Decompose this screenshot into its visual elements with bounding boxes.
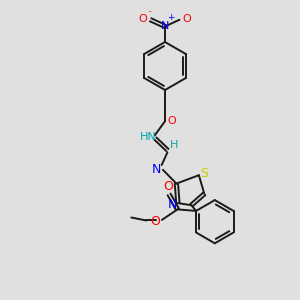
Text: S: S xyxy=(200,167,208,180)
Text: O: O xyxy=(150,215,160,228)
Text: +: + xyxy=(167,13,174,22)
Text: N: N xyxy=(152,163,162,176)
Text: ⁻: ⁻ xyxy=(147,9,152,18)
Text: N: N xyxy=(168,198,177,211)
Text: N: N xyxy=(161,21,169,31)
Text: O: O xyxy=(182,14,191,24)
Text: O: O xyxy=(139,14,148,24)
Text: H: H xyxy=(170,140,178,150)
Text: HN: HN xyxy=(140,132,157,142)
Text: O: O xyxy=(167,116,176,126)
Text: O: O xyxy=(164,180,173,194)
